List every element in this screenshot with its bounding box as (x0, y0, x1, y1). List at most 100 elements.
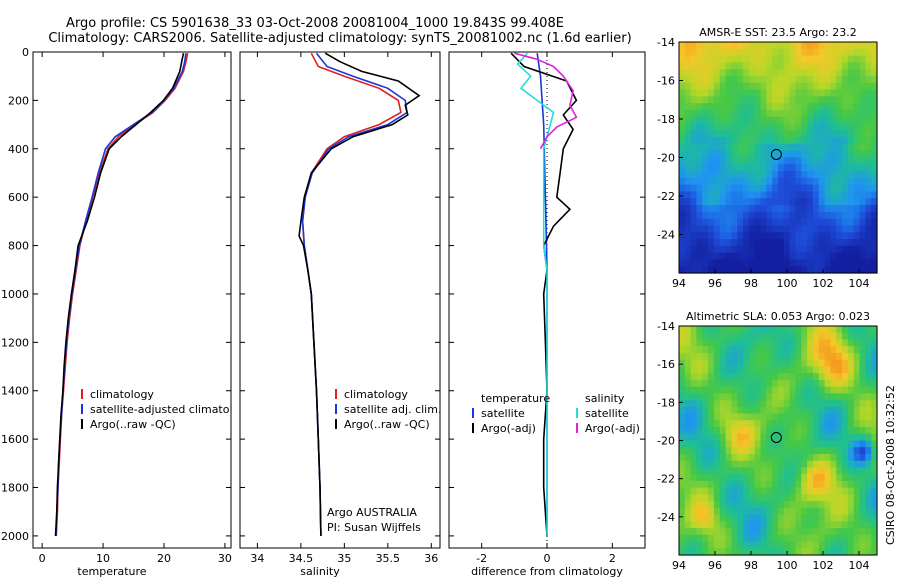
heatmap-cell (760, 400, 767, 408)
heatmap-cell (789, 211, 797, 220)
heatmap-cell (772, 359, 779, 368)
heatmap-cell (801, 211, 808, 220)
heatmap-cell (801, 198, 808, 206)
heatmap-cell (748, 218, 756, 227)
heatmap-cell (783, 514, 791, 522)
heatmap-cell (737, 42, 744, 50)
heatmap-cell (713, 211, 721, 220)
heatmap-cell (853, 352, 861, 361)
heatmap-cell (690, 89, 698, 97)
heatmap-cell (719, 150, 727, 159)
heatmap-cell (847, 339, 855, 347)
heatmap-cell (725, 373, 733, 381)
heatmap-cell (871, 460, 878, 469)
heatmap-cell (871, 205, 878, 213)
heatmap-cell (737, 218, 744, 227)
heatmap-cell (719, 109, 727, 118)
series-line-argo-raw-qc- (54, 53, 185, 536)
heatmap-cell (871, 413, 878, 421)
heatmap-cell (690, 75, 698, 84)
heatmap-cell (766, 447, 773, 455)
heatmap-cell (731, 346, 738, 354)
heatmap-cell (801, 474, 808, 482)
heatmap-cell (789, 366, 797, 374)
temperature-panel: 0 10 20 30020040060080010001200140016001800… (1, 46, 253, 578)
heatmap-cell (789, 433, 797, 442)
heatmap-cell (853, 96, 861, 104)
heatmap-cell (812, 69, 820, 77)
heatmap-cell (853, 69, 861, 77)
title-line2: Climatology: CARS2006. Satellite-adjuste… (48, 31, 631, 46)
heatmap-cell (812, 548, 820, 556)
heatmap-cell (859, 42, 866, 50)
heatmap-cell (713, 406, 721, 415)
heatmap-cell (871, 252, 878, 261)
heatmap-cell (772, 406, 779, 415)
heatmap-cell (847, 69, 855, 77)
heatmap-cell (842, 521, 849, 529)
heatmap-cell (807, 245, 814, 254)
heatmap-cell (778, 62, 785, 70)
heatmap-cell (842, 157, 849, 165)
heatmap-cell (853, 487, 861, 495)
heatmap-cell (679, 487, 686, 495)
heatmap-cell (824, 440, 832, 448)
heatmap-cell (684, 103, 692, 111)
heatmap-cell (818, 400, 826, 408)
heatmap-cell (847, 379, 855, 388)
heatmap-cell (789, 191, 797, 199)
heatmap-cell (789, 440, 797, 448)
heatmap-cell (754, 252, 762, 261)
heatmap-cell (684, 494, 692, 502)
heatmap-cell (807, 326, 814, 334)
heatmap-cell (713, 252, 721, 261)
heatmap-cell (696, 494, 703, 502)
heatmap-cell (801, 96, 808, 104)
heatmap-cell (679, 42, 686, 50)
heatmap-cell (754, 379, 762, 388)
heatmap-cell (865, 373, 872, 381)
heatmap-cell (847, 453, 855, 462)
heatmap-cell (731, 198, 738, 206)
heatmap-cell (719, 69, 727, 77)
heatmap-cell (789, 55, 797, 63)
heatmap-cell (795, 332, 802, 341)
y-tick-label: 600 (8, 191, 29, 204)
heatmap-cell (812, 514, 820, 522)
heatmap-cell (789, 528, 797, 536)
heatmap-cell (853, 386, 861, 394)
heatmap-cell (684, 266, 692, 274)
heatmap-cell (731, 171, 738, 179)
heatmap-cell (795, 440, 802, 448)
heatmap-cell (754, 507, 762, 516)
heatmap-cell (702, 339, 709, 347)
heatmap-cell (731, 75, 738, 84)
heatmap-cell (708, 69, 715, 77)
heatmap-cell (865, 501, 872, 509)
heatmap-cell (824, 123, 832, 131)
heatmap-cell (708, 75, 715, 84)
heatmap-cell (865, 366, 872, 374)
heatmap-cell (713, 42, 721, 50)
heatmap-cell (812, 96, 820, 104)
heatmap-cell (696, 528, 703, 536)
heatmap-cell (865, 177, 872, 186)
heatmap-cell (772, 96, 779, 104)
heatmap-cell (865, 259, 872, 267)
heatmap-cell (713, 501, 721, 509)
heatmap-cell (807, 96, 814, 104)
heatmap-cell (789, 406, 797, 415)
heatmap-cell (713, 69, 721, 77)
heatmap-cell (772, 103, 779, 111)
heatmap-cell (731, 82, 738, 91)
heatmap-cell (871, 467, 878, 475)
heatmap-cell (772, 137, 779, 145)
heatmap-cell (702, 137, 709, 145)
heatmap-cell (859, 501, 866, 509)
heatmap-cell (743, 164, 750, 172)
heatmap-cell (789, 352, 797, 361)
heatmap-cell (702, 447, 709, 455)
heatmap-cell (679, 332, 686, 341)
heatmap-cell (859, 541, 866, 549)
